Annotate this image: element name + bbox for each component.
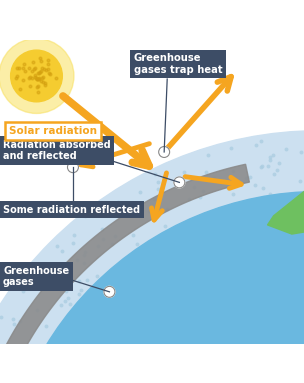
Circle shape: [67, 162, 78, 173]
Circle shape: [104, 286, 115, 297]
Polygon shape: [268, 192, 304, 234]
Polygon shape: [0, 164, 249, 383]
Text: Some radiation reflected: Some radiation reflected: [3, 205, 140, 215]
Circle shape: [11, 50, 62, 102]
Text: Greenhouse
gases: Greenhouse gases: [3, 266, 69, 287]
Circle shape: [174, 177, 185, 188]
Circle shape: [159, 147, 170, 157]
Circle shape: [0, 131, 304, 383]
Text: Solar radiation: Solar radiation: [9, 126, 97, 136]
Text: Greenhouse
gases trap heat: Greenhouse gases trap heat: [134, 53, 223, 75]
Text: Radiation absorbed
and reflected: Radiation absorbed and reflected: [3, 140, 111, 161]
Circle shape: [0, 192, 304, 383]
Circle shape: [0, 39, 74, 113]
